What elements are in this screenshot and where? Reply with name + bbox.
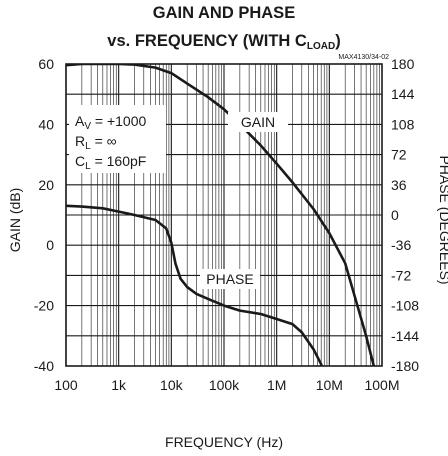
y-tick-label-left: -20 — [34, 298, 54, 314]
condition-box — [69, 105, 166, 173]
y-tick-label-right: -36 — [391, 237, 411, 253]
y-tick-label-left: 40 — [38, 116, 54, 132]
series-label-bg — [200, 269, 260, 289]
y-tick-label-left: 0 — [46, 237, 54, 253]
plot-frame — [65, 63, 383, 367]
chart-title-line1: GAIN AND PHASE — [153, 4, 295, 22]
x-tick-label: 1M — [267, 377, 286, 393]
y-tick-label-right: 72 — [391, 147, 407, 163]
x-tick-label: 100k — [209, 377, 240, 393]
figure-code: MAX4130/34-02 — [338, 54, 389, 61]
series-line-phase — [66, 204, 323, 366]
y-tick-label-right: 0 — [391, 207, 399, 223]
y-tick-label-right: 108 — [391, 116, 415, 132]
x-tick-label: 100M — [364, 377, 399, 393]
y-tick-label-right: -72 — [391, 267, 411, 283]
x-axis-label: FREQUENCY (Hz) — [165, 434, 283, 450]
series-line-gain — [66, 64, 376, 366]
x-tick-label: 100 — [54, 377, 78, 393]
annotation-av: AV = +1000 — [75, 113, 147, 132]
y-tick-label-left: -40 — [34, 358, 54, 374]
y-axis-label-left: GAIN (dB) — [7, 188, 23, 253]
y-tick-label-right: -108 — [391, 298, 419, 314]
y-tick-label-left: 60 — [38, 56, 54, 72]
tick-labels: 100 1k 10k 100k 1M 10M 100M 60 40 20 0 -20 -40 180 144… — [34, 56, 419, 393]
curves — [66, 64, 376, 366]
series-label-bg — [228, 112, 288, 132]
series-label-gain: GAIN — [241, 114, 275, 130]
y-tick-label-left: 20 — [38, 177, 54, 193]
y-tick-label-right: -180 — [391, 358, 419, 374]
x-tick-label: 10M — [316, 377, 343, 393]
series-label-phase: PHASE — [206, 271, 253, 287]
x-tick-label: 1k — [111, 377, 127, 393]
y-tick-label-right: -144 — [391, 328, 419, 344]
y-axis-label-right: PHASE (DEGREES) — [437, 155, 448, 284]
annotation-cl: CL = 160pF — [75, 153, 146, 172]
y-tick-label-right: 180 — [391, 56, 415, 72]
annotation-rl: RL = ∞ — [75, 133, 117, 152]
x-tick-label: 10k — [160, 377, 184, 393]
y-tick-label-right: 36 — [391, 177, 407, 193]
chart-title-line2: vs. FREQUENCY (WITH CLOAD) — [107, 32, 340, 52]
y-tick-label-right: 144 — [391, 86, 415, 102]
annotations: AV = +1000 RL = ∞ CL = 160pF GAIN PHASE — [69, 105, 288, 289]
